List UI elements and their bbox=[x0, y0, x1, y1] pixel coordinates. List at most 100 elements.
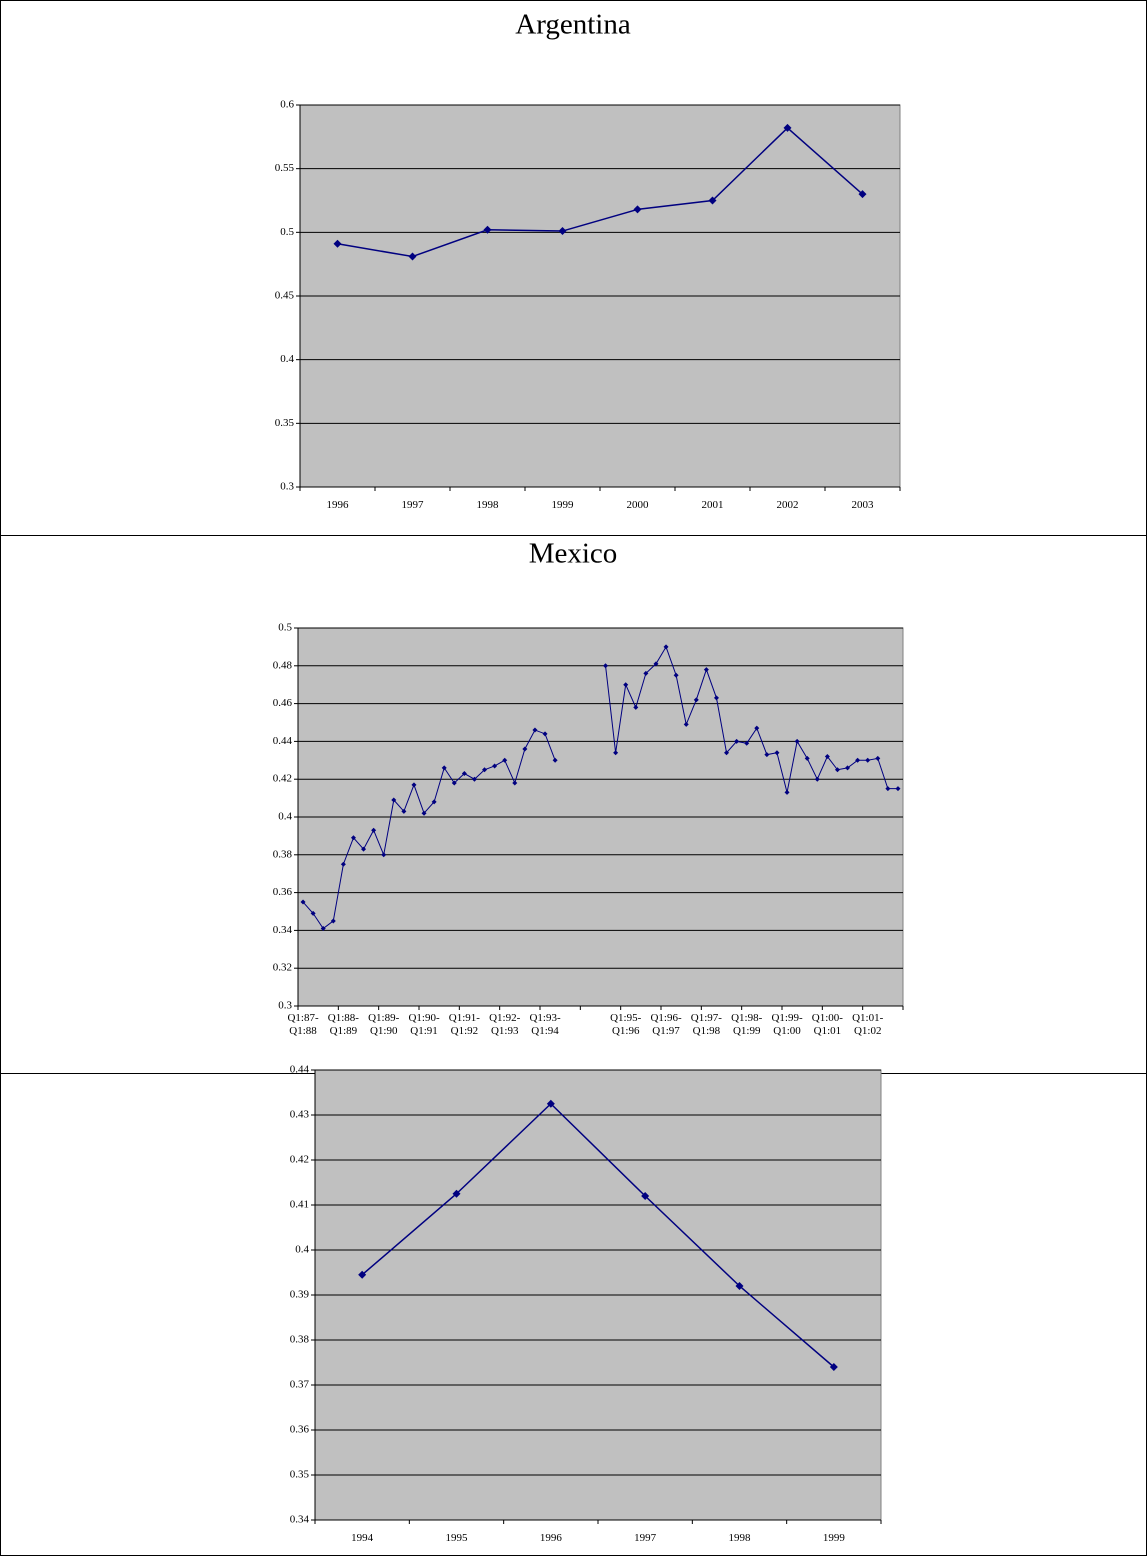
data-point bbox=[482, 767, 488, 773]
y-tick-label: 0.37 bbox=[290, 1379, 310, 1391]
x-tick-label: Q1:98-Q1:99 bbox=[731, 1012, 763, 1037]
x-tick-label: Q1:93-Q1:94 bbox=[529, 1012, 561, 1037]
data-point bbox=[350, 835, 356, 841]
data-point bbox=[653, 661, 659, 667]
data-point bbox=[724, 750, 730, 756]
y-tick-label: 0.44 bbox=[273, 735, 293, 747]
data-point bbox=[734, 738, 740, 744]
data-point bbox=[552, 757, 558, 763]
data-point bbox=[461, 771, 467, 777]
data-point bbox=[358, 1270, 367, 1279]
data-point bbox=[764, 752, 770, 758]
chart-title: Mexico bbox=[529, 538, 618, 570]
x-tick-label: Q1:99-Q1:00 bbox=[771, 1012, 803, 1037]
y-tick-label: 0.46 bbox=[273, 697, 293, 709]
data-point bbox=[875, 755, 881, 761]
data-point bbox=[663, 644, 669, 650]
data-point bbox=[829, 1363, 838, 1371]
y-tick-label: 0.45 bbox=[275, 290, 295, 302]
data-point bbox=[641, 1192, 650, 1200]
y-tick-label: 0.41 bbox=[290, 1199, 309, 1211]
x-tick-label: 2001 bbox=[701, 499, 724, 511]
data-point bbox=[381, 852, 387, 858]
chart-title: Argentina bbox=[515, 9, 631, 41]
y-tick-label: 0.42 bbox=[290, 1154, 309, 1166]
data-point bbox=[401, 808, 407, 814]
data-point bbox=[633, 205, 642, 214]
y-tick-label: 0.38 bbox=[273, 848, 293, 860]
data-point bbox=[431, 799, 437, 805]
data-point bbox=[865, 757, 871, 763]
x-tick-label: 1997 bbox=[634, 1532, 657, 1544]
data-point bbox=[895, 786, 901, 792]
y-tick-label: 0.36 bbox=[273, 886, 293, 898]
data-point bbox=[471, 776, 477, 782]
x-tick-label: Q1:88-Q1:89 bbox=[327, 1012, 359, 1037]
data-point bbox=[673, 672, 679, 678]
x-tick-label: 2000 bbox=[626, 499, 649, 511]
y-tick-label: 0.5 bbox=[278, 622, 292, 634]
y-tick-label: 0.36 bbox=[290, 1424, 310, 1436]
data-point bbox=[522, 746, 528, 752]
data-point bbox=[502, 757, 508, 763]
x-tick-label: Q1:96-Q1:97 bbox=[650, 1012, 682, 1037]
data-point bbox=[546, 1099, 555, 1108]
data-point bbox=[532, 727, 538, 733]
data-point bbox=[794, 738, 800, 744]
data-point bbox=[408, 252, 417, 261]
data-point bbox=[683, 721, 689, 727]
data-point bbox=[885, 786, 891, 792]
data-point bbox=[735, 1282, 744, 1290]
data-point bbox=[708, 196, 717, 205]
y-tick-label: 0.48 bbox=[273, 659, 293, 671]
y-tick-label: 0.5 bbox=[280, 226, 294, 238]
data-point bbox=[623, 682, 629, 688]
x-tick-label: 2003 bbox=[851, 499, 874, 511]
y-tick-label: 0.34 bbox=[273, 924, 293, 936]
data-point bbox=[452, 1189, 461, 1198]
data-point bbox=[411, 782, 417, 788]
x-tick-label: 1996 bbox=[326, 499, 349, 511]
y-tick-label: 0.4 bbox=[280, 353, 294, 365]
data-point bbox=[483, 225, 492, 234]
x-tick-label: 1998 bbox=[728, 1532, 751, 1544]
y-tick-label: 0.6 bbox=[280, 99, 294, 111]
data-point bbox=[613, 750, 619, 756]
y-tick-label: 0.35 bbox=[290, 1469, 310, 1481]
data-point bbox=[845, 765, 851, 771]
data-point bbox=[340, 861, 346, 867]
y-tick-label: 0.43 bbox=[290, 1109, 310, 1121]
x-tick-label: Q1:00-Q1:01 bbox=[811, 1012, 843, 1037]
y-tick-label: 0.35 bbox=[275, 417, 295, 429]
data-point bbox=[421, 810, 427, 816]
data-point bbox=[558, 227, 567, 236]
data-point bbox=[492, 763, 498, 769]
data-point bbox=[744, 740, 750, 746]
x-tick-label: 2002 bbox=[776, 499, 799, 511]
data-point bbox=[542, 731, 548, 737]
data-point bbox=[643, 670, 649, 676]
data-point bbox=[834, 767, 840, 773]
data-point bbox=[783, 123, 792, 132]
y-tick-label: 0.4 bbox=[278, 811, 292, 823]
data-point bbox=[300, 899, 306, 905]
data-point bbox=[361, 846, 367, 852]
y-tick-label: 0.3 bbox=[280, 481, 294, 493]
y-tick-label: 0.32 bbox=[273, 962, 292, 974]
data-line bbox=[337, 126, 863, 258]
data-point bbox=[713, 695, 719, 701]
x-tick-label: Q1:01-Q1:02 bbox=[852, 1012, 884, 1037]
data-point bbox=[784, 789, 790, 795]
x-tick-label: 1994 bbox=[351, 1532, 374, 1544]
data-point bbox=[330, 918, 336, 924]
x-tick-label: 1999 bbox=[822, 1532, 845, 1544]
data-point bbox=[371, 827, 377, 833]
data-point bbox=[703, 667, 709, 673]
x-tick-label: Q1:97-Q1:98 bbox=[690, 1012, 722, 1037]
data-point bbox=[804, 755, 810, 761]
data-point bbox=[603, 663, 609, 669]
data-point bbox=[451, 780, 457, 786]
x-tick-label: Q1:89-Q1:90 bbox=[368, 1012, 400, 1037]
